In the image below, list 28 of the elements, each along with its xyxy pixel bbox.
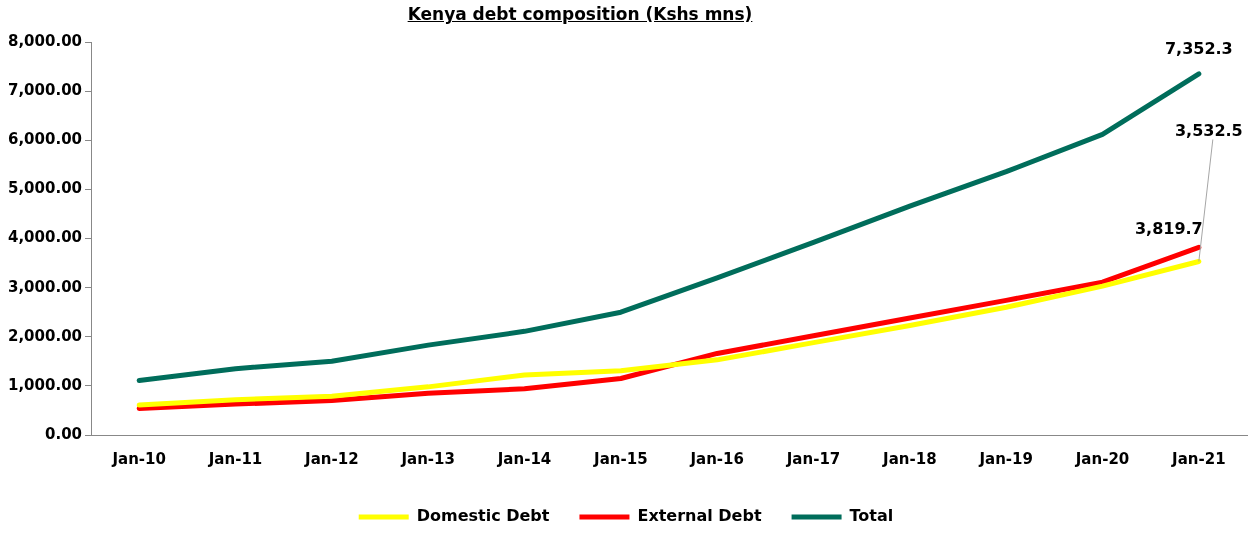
x-tick-label: Jan-14: [496, 449, 552, 468]
legend-label: External Debt: [637, 506, 762, 526]
x-tick-label: Jan-10: [111, 449, 166, 468]
x-tick-label: Jan-19: [978, 449, 1033, 468]
x-tick-label: Jan-18: [882, 449, 937, 468]
y-tick-label: 2,000.00: [7, 326, 83, 345]
y-tick-label: 5,000.00: [7, 179, 83, 198]
y-tick-label: 7,000.00: [7, 81, 83, 100]
data-label: 3,819.7: [1134, 218, 1203, 238]
x-tick-label: Jan-20: [1074, 449, 1130, 468]
y-tick-label: 4,000.00: [7, 228, 83, 247]
chart-title: Kenya debt composition (Kshs mns): [406, 4, 754, 24]
y-tick-label: 0.00: [45, 424, 83, 443]
legend-label: Domestic Debt: [416, 506, 550, 526]
x-tick-label: Jan-12: [304, 449, 359, 468]
x-tick-label: Jan-16: [689, 449, 744, 468]
x-tick-label: Jan-15: [593, 449, 648, 468]
y-tick-label: 8,000.00: [7, 31, 83, 50]
y-tick-label: 3,000.00: [7, 277, 83, 296]
data-label: 3,532.5: [1174, 120, 1243, 140]
data-label: 7,352.3: [1164, 38, 1233, 58]
x-tick-label: Jan-11: [207, 449, 263, 468]
y-tick-label: 1,000.00: [7, 375, 83, 394]
x-tick-label: Jan-21: [1171, 449, 1226, 468]
legend-label: Total: [849, 506, 894, 526]
x-tick-label: Jan-17: [785, 449, 841, 468]
x-tick-label: Jan-13: [400, 449, 455, 468]
y-tick-label: 6,000.00: [7, 130, 83, 149]
